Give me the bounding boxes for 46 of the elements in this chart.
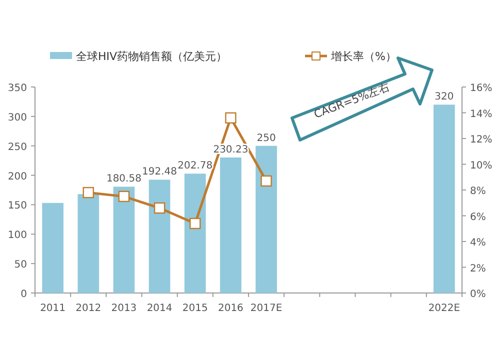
- y2-tick-label: 14%: [470, 108, 492, 120]
- y-tick-label: 200: [8, 171, 27, 182]
- bar: [42, 202, 64, 293]
- bar: [78, 194, 100, 293]
- y2-tick-label: 2%: [470, 263, 486, 274]
- x-tick-label: 2011: [40, 303, 66, 314]
- point: [225, 112, 236, 124]
- y2-tick-label: 8%: [470, 186, 486, 197]
- x-tick-label: 2016: [218, 303, 244, 314]
- data-label: 202.78: [178, 160, 213, 172]
- legend-label: 全球HIV药物销售额（亿美元）: [76, 50, 228, 63]
- y-tick-label: 250: [8, 142, 27, 153]
- y2-tick-label: 16%: [470, 83, 492, 94]
- y-tick-label: 300: [8, 112, 27, 124]
- data-label: 192.48: [142, 166, 178, 178]
- x-tick-label: 2022E: [428, 303, 460, 314]
- x-tick-label: 2017E: [250, 303, 282, 314]
- bar: [113, 186, 135, 293]
- point: [190, 218, 201, 230]
- point: [118, 190, 130, 202]
- point: [154, 202, 166, 214]
- point: [82, 186, 94, 198]
- y2-tick-label: 6%: [470, 212, 486, 223]
- y-tick-label: 350: [8, 83, 27, 94]
- point: [260, 175, 272, 187]
- y-tick-label: 100: [8, 230, 27, 242]
- bar: [434, 104, 455, 293]
- y2-tick-label: 12%: [470, 134, 492, 146]
- legend-label: 增长率（%）: [330, 50, 396, 63]
- x-tick-label: 2015: [182, 303, 208, 314]
- bar: [256, 146, 277, 293]
- data-label: 180.58: [106, 174, 142, 185]
- bar: [220, 157, 242, 293]
- y2-tick-label: 10%: [470, 160, 492, 172]
- x-tick-label: 2014: [146, 303, 172, 314]
- bar: [184, 174, 206, 293]
- data-label: 250: [256, 132, 276, 144]
- y2-tick-label: 4%: [470, 238, 486, 248]
- y2-tick-label: 0%: [470, 289, 486, 300]
- x-tick-label: 2012: [76, 303, 102, 314]
- data-label: 320: [434, 92, 454, 103]
- x-tick-label: 2013: [111, 303, 137, 314]
- y-tick-label: 0: [20, 289, 27, 300]
- y-tick-label: 50: [14, 260, 27, 271]
- bar: [148, 180, 170, 293]
- y-tick-label: 150: [8, 200, 27, 212]
